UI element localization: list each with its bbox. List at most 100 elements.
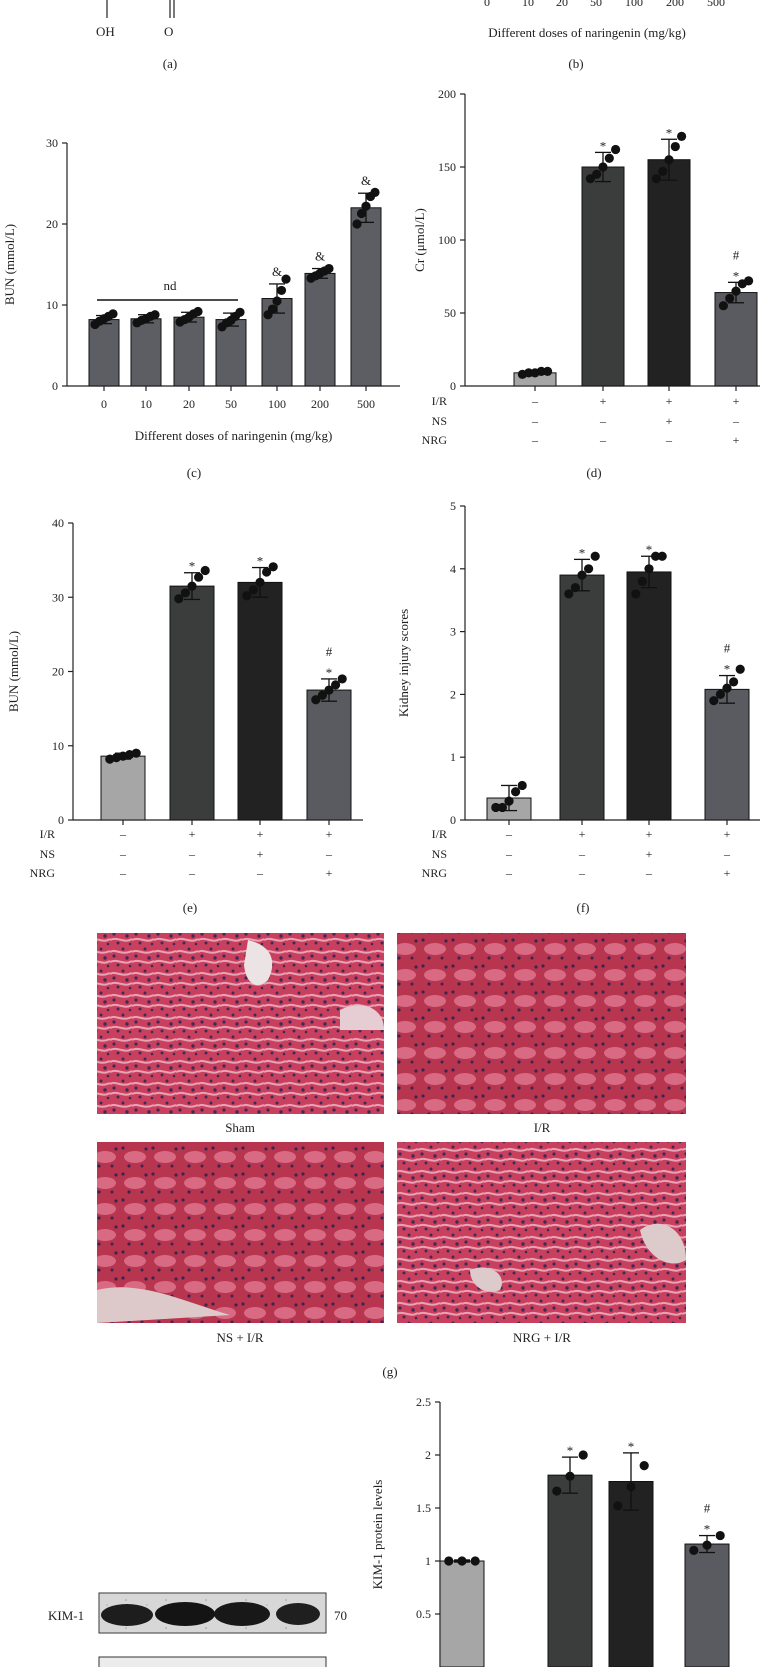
significance-mark: * bbox=[704, 1522, 711, 1537]
condition-value: + bbox=[579, 827, 586, 841]
condition-value: – bbox=[599, 433, 607, 447]
western-blot: KIM-1 70 bbox=[48, 1592, 347, 1667]
condition-value: + bbox=[600, 394, 607, 408]
data-point bbox=[187, 581, 197, 591]
condition-value: – bbox=[325, 847, 333, 861]
bar bbox=[684, 1543, 730, 1667]
y-tick-label: 200 bbox=[438, 87, 456, 101]
x-tick-label: 500 bbox=[357, 397, 375, 411]
condition-value: – bbox=[578, 847, 586, 861]
panel-label-g: (g) bbox=[382, 1364, 397, 1379]
data-point bbox=[664, 155, 674, 165]
data-point bbox=[657, 551, 667, 561]
data-point bbox=[631, 589, 641, 599]
chart-d-creatinine: 0 50 100 150 200 Cr (μmol/L) * * * # I/R – + + + NS – – + –… bbox=[412, 87, 760, 447]
data-point bbox=[651, 174, 662, 184]
significance-mark: * bbox=[600, 138, 607, 153]
data-point bbox=[670, 141, 680, 152]
bar bbox=[173, 316, 205, 387]
data-point bbox=[276, 285, 287, 296]
data-point bbox=[457, 1556, 467, 1566]
y-tick-label: 2 bbox=[425, 1448, 431, 1462]
condition-value: – bbox=[531, 414, 539, 428]
data-point bbox=[577, 570, 587, 580]
y-tick-label: 0 bbox=[58, 813, 64, 827]
condition-value: – bbox=[119, 827, 127, 841]
histology-panel: Sham I/R NS + I/R NRG + I/R bbox=[97, 933, 686, 1345]
condition-value: – bbox=[645, 866, 653, 880]
panel-label-a: (a) bbox=[163, 56, 177, 71]
y-axis-title: Kidney injury scores bbox=[396, 609, 411, 717]
condition-value: + bbox=[189, 827, 196, 841]
panel-b-tick-fragment: 50 bbox=[590, 0, 602, 9]
histology-image-sham bbox=[97, 933, 384, 1114]
condition-value: – bbox=[723, 847, 731, 861]
histology-label-ir: I/R bbox=[534, 1120, 551, 1135]
condition-label: NS bbox=[432, 847, 447, 861]
data-point bbox=[677, 131, 687, 141]
x-tick-label: 200 bbox=[311, 397, 329, 411]
condition-value: + bbox=[326, 866, 333, 880]
bar bbox=[559, 574, 605, 821]
y-axis-title: BUN (mmol/L) bbox=[2, 224, 17, 305]
y-tick-label: 0 bbox=[450, 379, 456, 393]
data-point bbox=[108, 309, 118, 319]
chart-h-kim1: 0.5 1 1.5 2 2.5 KIM-1 protein levels * * * # bbox=[370, 1395, 730, 1667]
y-tick-label: 20 bbox=[46, 217, 58, 231]
data-point bbox=[268, 562, 278, 572]
data-point bbox=[651, 551, 661, 561]
significance-mark: * bbox=[189, 559, 196, 574]
data-point bbox=[592, 169, 602, 179]
data-point bbox=[510, 787, 521, 797]
bar bbox=[304, 272, 336, 387]
o-group-label: O bbox=[164, 24, 173, 39]
condition-value: + bbox=[724, 827, 731, 841]
x-tick-label: 0 bbox=[101, 397, 107, 411]
blot-band-label: KIM-1 bbox=[48, 1608, 84, 1623]
panel-label-c: (c) bbox=[187, 465, 201, 480]
chart-c-bun-dose: 0 10 20 30 BUN (mmol/L) & & & 0 10 20 50 100 200 500 Di… bbox=[2, 136, 400, 443]
x-tick-label: 50 bbox=[225, 397, 237, 411]
panel-b-xlabel: Different doses of naringenin (mg/kg) bbox=[488, 25, 686, 40]
condition-value: + bbox=[326, 827, 333, 841]
x-axis-title: Different doses of naringenin (mg/kg) bbox=[135, 428, 333, 443]
y-tick-label: 2 bbox=[450, 687, 456, 701]
condition-value: – bbox=[505, 847, 513, 861]
significance-mark: * bbox=[567, 1443, 574, 1458]
significance-mark: * bbox=[733, 268, 740, 283]
histology-lumen bbox=[97, 1287, 230, 1323]
condition-value: – bbox=[732, 414, 740, 428]
data-point bbox=[248, 585, 258, 595]
data-point bbox=[504, 796, 514, 806]
condition-value: – bbox=[188, 847, 196, 861]
data-point bbox=[444, 1556, 454, 1566]
bar bbox=[306, 689, 352, 821]
significance-mark: # bbox=[704, 1501, 711, 1516]
oh-group-label: OH bbox=[96, 24, 115, 39]
data-point bbox=[552, 1486, 562, 1496]
data-point bbox=[658, 166, 668, 176]
data-point bbox=[311, 695, 321, 705]
data-point bbox=[193, 306, 203, 317]
y-tick-label: 4 bbox=[450, 562, 456, 576]
condition-value: + bbox=[733, 433, 740, 447]
data-point bbox=[744, 276, 754, 286]
significance-mark: & bbox=[315, 249, 325, 264]
data-point bbox=[729, 677, 739, 687]
significance-mark: * bbox=[666, 125, 673, 140]
bar bbox=[88, 319, 120, 387]
y-tick-label: 1 bbox=[450, 750, 456, 764]
data-point bbox=[626, 1482, 636, 1492]
condition-label: NRG bbox=[422, 433, 448, 447]
bar bbox=[704, 688, 750, 821]
y-tick-label: 100 bbox=[438, 233, 456, 247]
bar bbox=[581, 166, 625, 387]
condition-value: – bbox=[531, 433, 539, 447]
data-point bbox=[584, 564, 594, 574]
chart-e-bun: 0 10 20 30 40 BUN (mmol/L) * * * # I/R – + + + NS – – + – NR… bbox=[6, 516, 363, 880]
histology-label-ns-ir: NS + I/R bbox=[216, 1330, 263, 1345]
data-point bbox=[497, 802, 507, 813]
data-point bbox=[565, 1471, 575, 1481]
panel-label-d: (d) bbox=[586, 465, 601, 480]
significance-mark: & bbox=[272, 264, 282, 279]
